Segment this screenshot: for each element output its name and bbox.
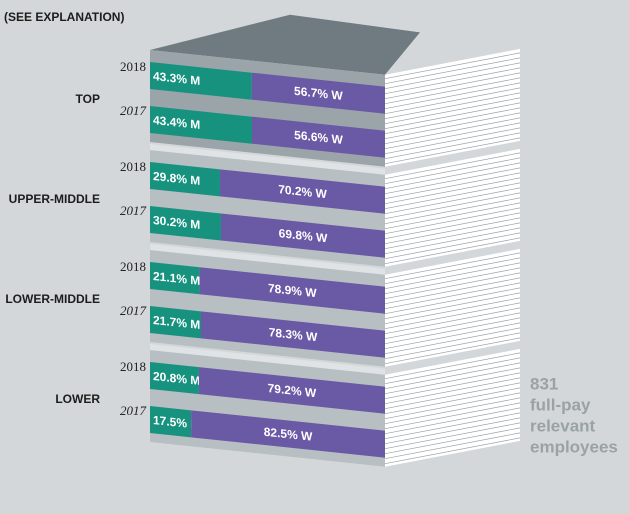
group-label: LOWER-MIDDLE bbox=[5, 292, 100, 306]
year-label: 2018 bbox=[120, 359, 146, 374]
year-label: 2017 bbox=[120, 403, 147, 418]
annotation: full-pay bbox=[530, 395, 591, 414]
annotation: 831 bbox=[530, 374, 558, 393]
year-label: 2018 bbox=[120, 59, 146, 74]
group-label: UPPER-MIDDLE bbox=[9, 192, 100, 206]
group-label: TOP bbox=[76, 92, 100, 106]
year-label: 2017 bbox=[120, 103, 147, 118]
year-label: 2018 bbox=[120, 259, 146, 274]
year-label: 2017 bbox=[120, 303, 147, 318]
stack: 43.3% M56.7% W43.4% M56.6% W29.8% M70.2%… bbox=[150, 0, 520, 481]
annotation: employees bbox=[530, 437, 618, 456]
annotation: relevant bbox=[530, 416, 596, 435]
group-label: LOWER bbox=[55, 392, 100, 406]
year-label: 2017 bbox=[120, 203, 147, 218]
chart: (SEE EXPLANATION) 43.3% M56.7% W43.4% M5… bbox=[0, 0, 629, 514]
chart-subtitle: (SEE EXPLANATION) bbox=[4, 10, 124, 24]
year-label: 2018 bbox=[120, 159, 146, 174]
